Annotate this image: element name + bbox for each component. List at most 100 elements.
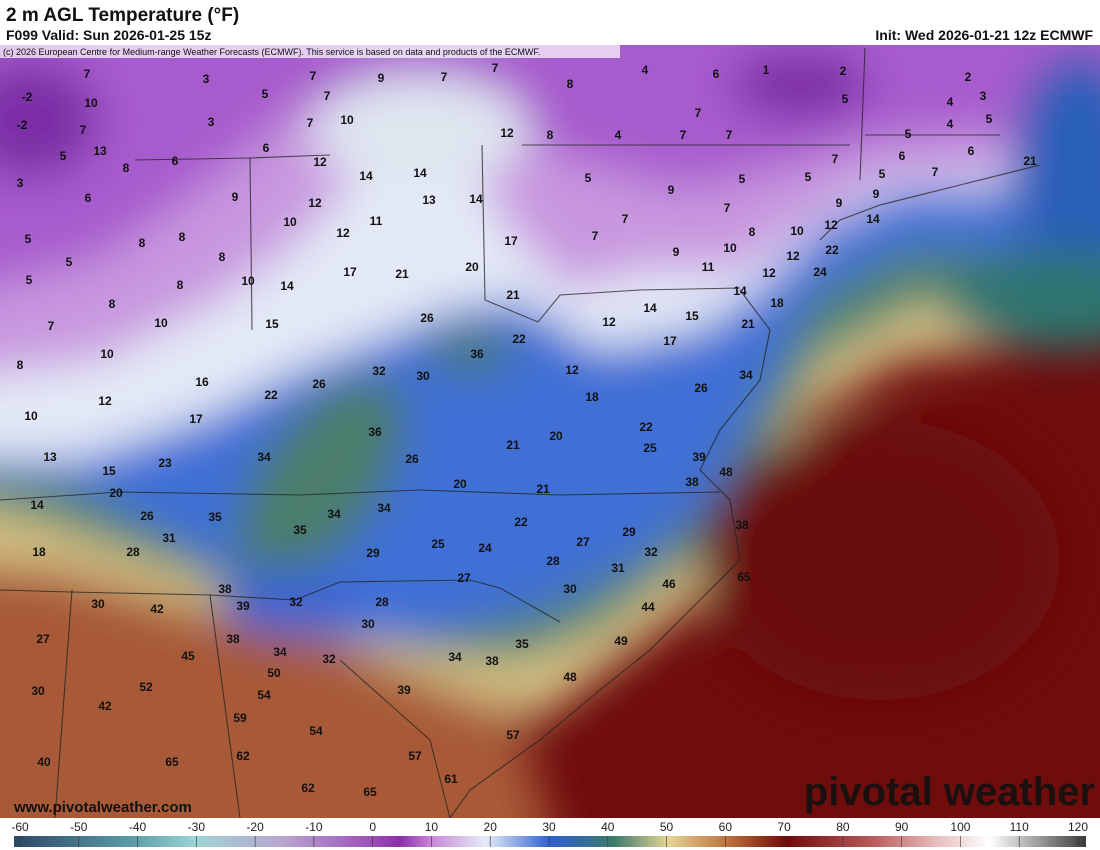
temperature-label: 39	[236, 599, 250, 613]
temperature-label: 52	[139, 680, 153, 694]
map-title: 2 m AGL Temperature (°F)	[6, 5, 239, 26]
temperature-label: 18	[770, 296, 784, 310]
temperature-label: -2	[17, 118, 28, 132]
temperature-label: 61	[444, 772, 458, 786]
temperature-label: 8	[179, 230, 186, 244]
colorbar-tick-label: 90	[895, 820, 909, 834]
colorbar-tick-label: -60	[11, 820, 29, 834]
temperature-label: 34	[327, 507, 341, 521]
temperature-label: 38	[685, 475, 699, 489]
colorbar	[14, 836, 1086, 847]
temperature-label: 8	[17, 358, 24, 372]
temperature-label: 48	[563, 670, 577, 684]
temperature-label: 15	[685, 309, 699, 323]
temperature-label: 36	[470, 347, 484, 361]
temperature-label: 24	[478, 541, 492, 555]
temperature-label: 32	[372, 364, 386, 378]
temperature-label: 21	[506, 288, 520, 302]
temperature-label: 23	[158, 456, 172, 470]
temperature-label: 8	[139, 236, 146, 250]
temperature-label: 9	[673, 245, 680, 259]
temperature-label: 46	[662, 577, 676, 591]
colorbar-tick-label: 50	[660, 820, 674, 834]
temperature-label: 8	[109, 297, 116, 311]
temperature-label: 12	[98, 394, 112, 408]
colorbar-tick-label: 60	[719, 820, 733, 834]
temperature-label: 13	[422, 193, 436, 207]
temperature-label: 4	[947, 95, 954, 109]
temperature-label: 17	[504, 234, 518, 248]
valid-time: F099 Valid: Sun 2026-01-25 15z	[6, 27, 211, 43]
temperature-label: 7	[324, 89, 331, 103]
temperature-label: 21	[1023, 154, 1037, 168]
temperature-label: 44	[641, 600, 655, 614]
temperature-label: 4	[947, 117, 954, 131]
temperature-label: 38	[218, 582, 232, 596]
temperature-label: 6	[263, 141, 270, 155]
temperature-label: 2	[840, 64, 847, 78]
colorbar-tick-label: -50	[70, 820, 88, 834]
temperature-label: 35	[515, 637, 529, 651]
temperature-label: 7	[307, 116, 314, 130]
temperature-label: 16	[195, 375, 209, 389]
temperature-label: 5	[879, 167, 886, 181]
temperature-label: 22	[514, 515, 528, 529]
temperature-label: 10	[154, 316, 168, 330]
temperature-label: 35	[293, 523, 307, 537]
temperature-label: 29	[366, 546, 380, 560]
temperature-label: 3	[203, 72, 210, 86]
temperature-label: 42	[150, 602, 164, 616]
colorbar-tick-label: -40	[129, 820, 147, 834]
temperature-label: 3	[980, 89, 987, 103]
temperature-label: 32	[322, 652, 336, 666]
temperature-label: 7	[726, 128, 733, 142]
temperature-label: 18	[585, 390, 599, 404]
temperature-label: 14	[280, 279, 294, 293]
temperature-label: 6	[85, 191, 92, 205]
temperature-label: 42	[98, 699, 112, 713]
temperature-label: 28	[375, 595, 389, 609]
temperature-label: 25	[643, 441, 657, 455]
temperature-label: 54	[257, 688, 271, 702]
temperature-label: 14	[359, 169, 373, 183]
colorbar-tick-label: 30	[542, 820, 556, 834]
temperature-label: 20	[109, 486, 123, 500]
temperature-label: 10	[340, 113, 354, 127]
temperature-label: 5	[262, 87, 269, 101]
temperature-label: 22	[512, 332, 526, 346]
temperature-label: 26	[420, 311, 434, 325]
temperature-label: 34	[273, 645, 287, 659]
temperature-label: 6	[172, 154, 179, 168]
temperature-label: 27	[457, 571, 471, 585]
temperature-label: 11	[370, 214, 383, 228]
temperature-label: 11	[702, 260, 715, 274]
temperature-label: 13	[93, 144, 107, 158]
temperature-label: 8	[123, 161, 130, 175]
temperature-label: 65	[737, 570, 751, 584]
temperature-label: 10	[24, 409, 38, 423]
temperature-label: 17	[663, 334, 677, 348]
colorbar-tick-label: -20	[246, 820, 264, 834]
temperature-label: 7	[695, 106, 702, 120]
temperature-label: 7	[80, 123, 87, 137]
temperature-label: 10	[723, 241, 737, 255]
temperature-label: 1	[763, 63, 770, 77]
temperature-label: 38	[226, 632, 240, 646]
logo: pivotal weather	[804, 770, 1095, 814]
temperature-label: 7	[680, 128, 687, 142]
temperature-label: 12	[308, 196, 322, 210]
temperature-label: 10	[241, 274, 255, 288]
temperature-label: 26	[140, 509, 154, 523]
colorbar-tick-label: -10	[305, 820, 323, 834]
temperature-label: 9	[668, 183, 675, 197]
temperature-label: 6	[899, 149, 906, 163]
colorbar-tick-label: 10	[425, 820, 439, 834]
temperature-label: 17	[189, 412, 203, 426]
temperature-label: 26	[312, 377, 326, 391]
temperature-label: 9	[873, 187, 880, 201]
temperature-label: 5	[986, 112, 993, 126]
colorbar-tick-label: 80	[836, 820, 850, 834]
temperature-label: 14	[866, 212, 880, 226]
temperature-label: 14	[469, 192, 483, 206]
